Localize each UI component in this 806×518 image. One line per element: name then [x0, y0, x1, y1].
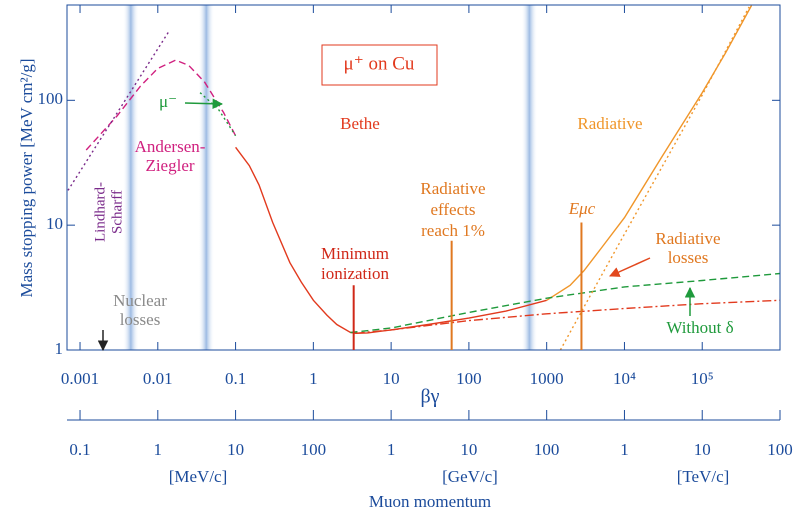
x2-tick-label: 100: [534, 440, 560, 459]
shaded-band: [198, 5, 215, 350]
marker-label: reach 1%: [421, 221, 485, 240]
x-tick-label: 10⁴: [613, 369, 636, 388]
plot-area: [67, 5, 781, 351]
series-line: [546, 5, 753, 301]
title-box: [321, 44, 438, 86]
x-tick-label: 1000: [530, 369, 564, 388]
x2-tick-label: 100: [767, 440, 793, 459]
x2-tick-label: 1: [620, 440, 629, 459]
marker-label: ionization: [321, 264, 389, 283]
annotation: Radiative: [577, 114, 642, 133]
x2-tick-label: 10: [694, 440, 711, 459]
x-tick-label: 10: [383, 369, 400, 388]
y-tick-label: 100: [38, 89, 64, 108]
x2-tick-label: 10: [460, 440, 477, 459]
arrow: [609, 257, 651, 277]
annotation: μ⁻: [159, 92, 177, 111]
x2-tick-label: 0.1: [69, 440, 90, 459]
marker-label: effects: [431, 200, 476, 219]
annotation: Nuclear: [113, 291, 167, 310]
x-tick-label: 0.01: [143, 369, 173, 388]
annotation: Ziegler: [145, 156, 194, 175]
series-line: [235, 146, 547, 335]
x2-tick-label: 100: [301, 440, 327, 459]
series-line: [355, 299, 781, 334]
chart-title: μ⁺ on Cu: [344, 53, 415, 74]
series-line: [67, 30, 170, 191]
bands: [122, 5, 538, 350]
plot-frame: [66, 4, 781, 351]
x-tick-label: 100: [456, 369, 482, 388]
x-tick-label: 0.1: [225, 369, 246, 388]
x2-tick-label: 1: [154, 440, 163, 459]
x-tick-label: 10⁵: [691, 369, 714, 388]
x2-axis-label: Muon momentum: [369, 492, 491, 511]
x2-unit-label: [GeV/c]: [442, 467, 498, 486]
series-line: [199, 92, 237, 137]
annotation: losses: [120, 310, 161, 329]
annotation: Without δ: [666, 318, 733, 337]
annotation: Andersen-: [135, 137, 206, 156]
x2-tick-label: 1: [387, 440, 396, 459]
y-tick-label: 1: [55, 339, 64, 358]
x2-tick-label: 10: [227, 440, 244, 459]
y-tick-label: 10: [46, 214, 63, 233]
shaded-band: [122, 5, 139, 350]
marker-label: Minimum: [321, 244, 389, 263]
shaded-band: [521, 5, 538, 350]
arrow: [184, 98, 224, 109]
x-tick-label: 1: [309, 369, 318, 388]
x2-unit-label: [MeV/c]: [169, 467, 228, 486]
series-line: [350, 272, 781, 334]
y-axis-label: Mass stopping power [MeV cm²/g]: [17, 59, 36, 298]
x-tick-label: 0.001: [61, 369, 99, 388]
annotation: Lindhard-: [92, 182, 108, 242]
annotation: Bethe: [340, 114, 380, 133]
series-line: [559, 6, 750, 351]
annotation: losses: [668, 248, 709, 267]
annotation: Radiative: [655, 229, 720, 248]
annotation: Scharff: [109, 190, 125, 234]
x-axis-label: βγ: [420, 386, 439, 408]
x2-unit-label: [TeV/c]: [677, 467, 730, 486]
marker-label: Radiative: [420, 179, 485, 198]
marker-label: Eμc: [568, 199, 596, 218]
